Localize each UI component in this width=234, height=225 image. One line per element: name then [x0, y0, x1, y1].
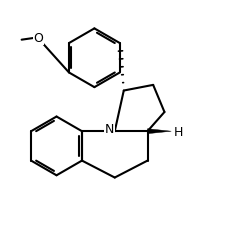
Text: H: H	[174, 125, 183, 138]
Text: O: O	[34, 32, 44, 45]
Polygon shape	[147, 129, 171, 134]
Text: N: N	[105, 122, 114, 135]
